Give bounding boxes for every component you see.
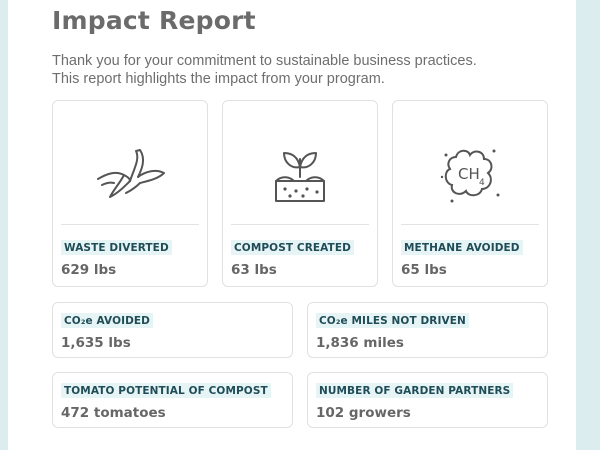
ch4-text: CH [458, 165, 480, 183]
tomato-potential-card: TOMATO POTENTIAL OF COMPOST 472 tomatoes [52, 372, 293, 428]
banana-peel-icon [97, 149, 165, 198]
metric-value: 1,635 lbs [61, 335, 131, 351]
metric-label: COMPOST CREATED [231, 240, 354, 255]
metric-label: CO₂e AVOIDED [61, 313, 153, 328]
card-divider [401, 224, 539, 225]
compost-created-card: COMPOST CREATED 63 lbs [222, 100, 378, 287]
metric-value: 102 growers [316, 405, 411, 421]
metric-label: NUMBER OF GARDEN PARTNERS [316, 383, 514, 398]
metric-label: TOMATO POTENTIAL OF COMPOST [61, 383, 271, 398]
ch4-subscript: 4 [479, 178, 485, 188]
metric-label: WASTE DIVERTED [61, 240, 172, 255]
card-divider [231, 224, 369, 225]
metric-label: METHANE AVOIDED [401, 240, 523, 255]
methane-avoided-card: CH 4 METHANE AVOIDED 65 lbs [392, 100, 548, 287]
co2e-miles-card: CO₂e MILES NOT DRIVEN 1,836 miles [307, 302, 548, 358]
page-title: Impact Report [52, 6, 256, 35]
intro-line-1: Thank you for your commitment to sustain… [52, 53, 477, 69]
card-divider [61, 224, 199, 225]
waste-diverted-card: WASTE DIVERTED 629 lbs [52, 100, 208, 287]
sprout-in-soil-icon [275, 152, 325, 202]
metric-value: 65 lbs [401, 262, 447, 278]
metric-value: 63 lbs [231, 262, 277, 278]
intro-text: Thank you for your commitment to sustain… [52, 52, 532, 88]
metric-label: CO₂e MILES NOT DRIVEN [316, 313, 469, 328]
ch4-cloud-icon: CH 4 [440, 149, 500, 203]
intro-line-2: This report highlights the impact from y… [52, 71, 385, 87]
metric-value: 629 lbs [61, 262, 117, 278]
garden-partners-card: NUMBER OF GARDEN PARTNERS 102 growers [307, 372, 548, 428]
metric-value: 1,836 miles [316, 335, 404, 351]
co2e-avoided-card: CO₂e AVOIDED 1,635 lbs [52, 302, 293, 358]
metric-value: 472 tomatoes [61, 405, 166, 421]
